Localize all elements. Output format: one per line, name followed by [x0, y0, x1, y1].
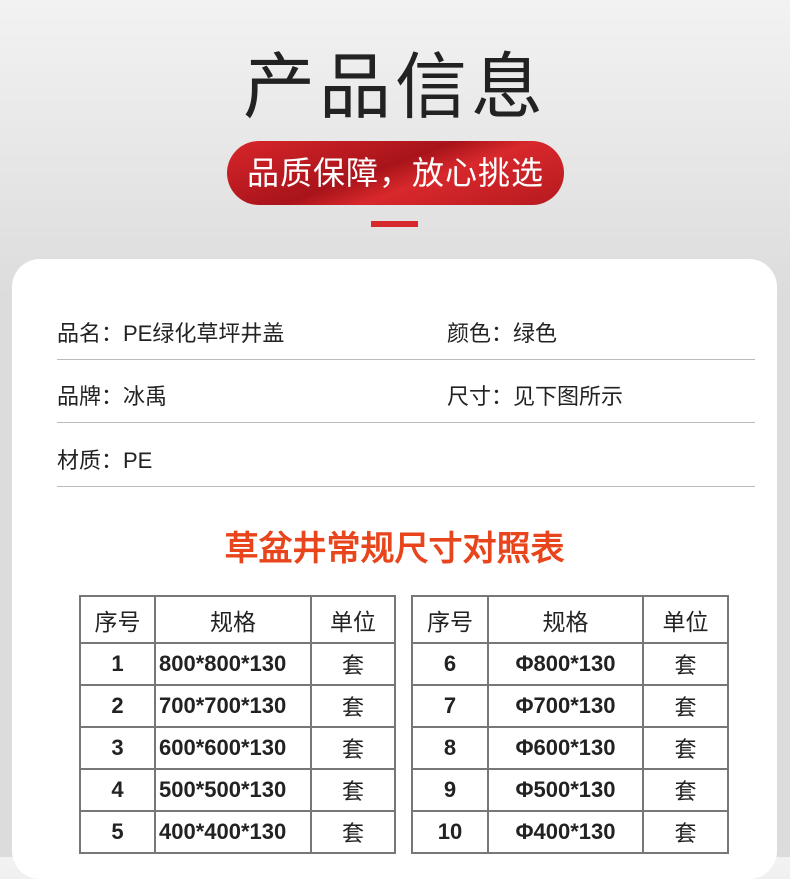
table-row: 1 800*800*130 套: [79, 642, 396, 686]
table-cell: Φ700*130: [487, 684, 644, 728]
table-cell: 700*700*130: [154, 684, 312, 728]
size-table-left: 序号 规格 单位 1 800*800*130 套 2 700*700*130 套 3 600*60…: [79, 595, 396, 854]
table-cell: 400*400*130: [154, 810, 312, 854]
table-cell: 7: [411, 684, 489, 728]
table-cell: 9: [411, 768, 489, 812]
table-cell: 4: [79, 768, 156, 812]
table-cell: 套: [642, 768, 729, 812]
table-title: 草盆井常规尺寸对照表: [224, 530, 565, 568]
size-table-right: 序号 规格 单位 6 Φ800*130 套 7 Φ700*130 套 8 Φ600*130 套 9 Φ5…: [411, 595, 729, 854]
table-cell: 套: [642, 810, 729, 854]
table-cell: 10: [411, 810, 489, 854]
product-color: 颜色：绿色: [447, 321, 558, 346]
table-cell: 500*500*130: [154, 768, 312, 812]
table-cell: 套: [310, 726, 396, 770]
column-header: 单位: [642, 595, 729, 644]
page-title: 产品信息: [242, 48, 547, 128]
table-cell: 800*800*130: [154, 642, 312, 686]
table-row: 10 Φ400*130 套: [411, 810, 729, 854]
table-row: 6 Φ800*130 套: [411, 642, 729, 686]
table-cell: Φ400*130: [487, 810, 644, 854]
table-cell: 套: [642, 726, 729, 770]
table-cell: 5: [79, 810, 156, 854]
column-header: 单位: [310, 595, 396, 644]
table-cell: 6: [411, 642, 489, 686]
table-row: 4 500*500*130 套: [79, 768, 396, 812]
table-cell: 套: [310, 768, 396, 812]
table-cell: Φ800*130: [487, 642, 644, 686]
table-cell: 套: [642, 684, 729, 728]
column-header: 序号: [411, 595, 489, 644]
table-cell: Φ600*130: [487, 726, 644, 770]
table-row: 5 400*400*130 套: [79, 810, 396, 854]
table-cell: 3: [79, 726, 156, 770]
quality-badge: 品质保障，放心挑选: [227, 141, 564, 205]
table-cell: 2: [79, 684, 156, 728]
product-size: 尺寸：见下图所示: [447, 384, 624, 409]
table-row: 7 Φ700*130 套: [411, 684, 729, 728]
table-cell: Φ500*130: [487, 768, 644, 812]
product-name: 品名：PE绿化草坪井盖: [57, 321, 285, 346]
divider: [57, 422, 755, 423]
table-cell: 600*600*130: [154, 726, 312, 770]
table-cell: 套: [310, 642, 396, 686]
product-material: 材质：PE: [57, 448, 153, 473]
column-header: 规格: [487, 595, 644, 644]
column-header: 规格: [154, 595, 312, 644]
table-row: 8 Φ600*130 套: [411, 726, 729, 770]
table-row: 2 700*700*130 套: [79, 684, 396, 728]
divider: [57, 486, 755, 487]
divider: [57, 359, 755, 360]
product-brand: 品牌：冰禹: [57, 384, 168, 409]
table-row: 3 600*600*130 套: [79, 726, 396, 770]
column-header: 序号: [79, 595, 156, 644]
table-cell: 1: [79, 642, 156, 686]
product-info-card: 品名：PE绿化草坪井盖 颜色：绿色 品牌：冰禹 尺寸：见下图所示 材质：PE 草…: [12, 259, 777, 879]
table-cell: 套: [310, 684, 396, 728]
table-cell: 套: [642, 642, 729, 686]
table-row: 9 Φ500*130 套: [411, 768, 729, 812]
table-cell: 套: [310, 810, 396, 854]
divider: [371, 221, 418, 227]
table-cell: 8: [411, 726, 489, 770]
